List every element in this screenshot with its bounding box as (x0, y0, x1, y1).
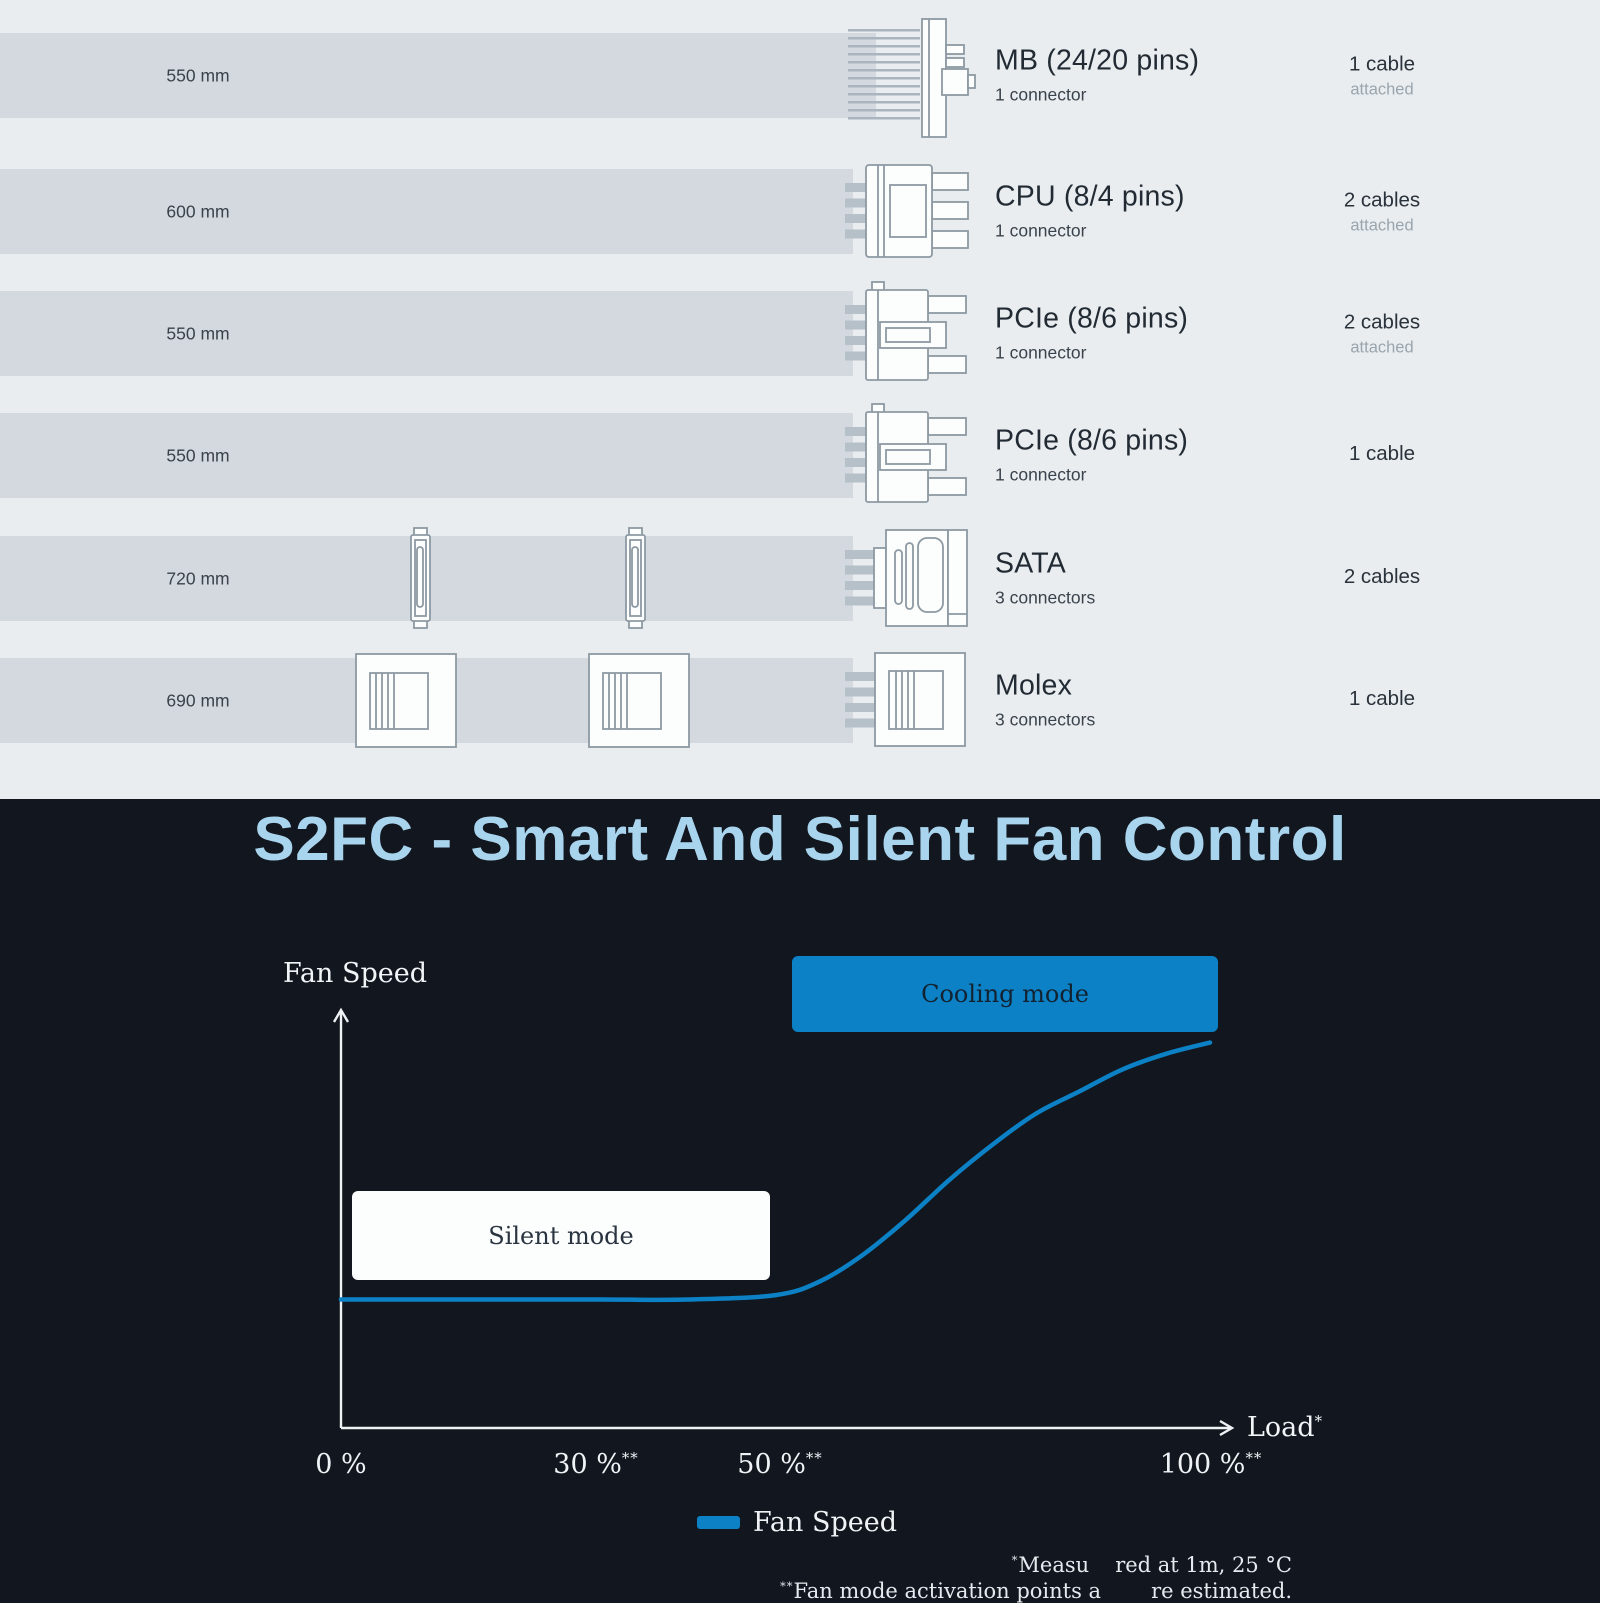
ribbon-wires (848, 29, 920, 122)
molex-connector-icon (874, 652, 966, 747)
connector-count: 3 connectors (995, 586, 1096, 607)
cable-band (0, 33, 876, 118)
cable-length: 690 mm (166, 690, 230, 710)
cable-count: 2 cables (1343, 564, 1421, 588)
cable-count: 1 cable attached (1348, 52, 1416, 98)
connector-type: PCIe (8/6 pins) (995, 301, 1189, 334)
cable-band (0, 413, 853, 498)
cable-section: 550 mm MB (24/20 pins) 1 connector 1 cab… (0, 0, 1600, 799)
connector-info: Molex 3 connectors (995, 669, 1095, 730)
silent-mode-box: Silent mode (352, 1191, 770, 1280)
connector-count: 3 connectors (995, 708, 1096, 729)
molex-inline-connector-icon (588, 653, 690, 748)
connector-info: PCIe (8/6 pins) 1 connector (995, 424, 1188, 485)
cable-length: 550 mm (166, 323, 230, 343)
sata-inline-connector-icon (410, 527, 431, 629)
cable-count: 1 cable (1348, 686, 1416, 710)
sata-connector-icon (873, 529, 968, 627)
cable-length: 550 mm (166, 445, 230, 465)
connector-count: 1 connector (995, 219, 1087, 240)
footnote-measured: *Measu red at 1m, 25 °C (1011, 1553, 1292, 1577)
legend-swatch (697, 1516, 740, 1529)
cable-band (0, 169, 853, 254)
molex-inline-connector-icon (355, 653, 457, 748)
sata-inline-connector-icon (625, 527, 646, 629)
mb-connector-icon (921, 18, 976, 138)
connector-info: SATA 3 connectors (995, 547, 1095, 608)
cable-row-mb: 550 mm MB (24/20 pins) 1 connector 1 cab… (0, 18, 1600, 138)
connector-type: MB (24/20 pins) (995, 43, 1200, 76)
x-tick-50: 50 %** (737, 1449, 823, 1480)
connector-info: PCIe (8/6 pins) 1 connector (995, 302, 1188, 363)
cooling-mode-box: Cooling mode (792, 956, 1218, 1032)
cable-row-cpu: 600 mm CPU (8/4 pins) 1 connector 2 cab (0, 164, 1600, 258)
pcie-connector-icon (865, 281, 967, 381)
cable-count: 2 cables attached (1343, 188, 1421, 234)
footnote-estimated: **Fan mode activation points a re estimat… (780, 1579, 1292, 1603)
x-tick-0: 0 % (315, 1449, 367, 1480)
cable-row-sata: 720 mm (0, 527, 1600, 629)
connector-count: 1 connector (995, 83, 1087, 104)
connector-info: CPU (8/4 pins) 1 connector (995, 180, 1185, 241)
cable-row-pcie-2: 550 mm PCIe (8/6 pins) 1 connector 1 ca (0, 403, 1600, 503)
cable-length: 550 mm (166, 65, 230, 85)
legend-label: Fan Speed (753, 1507, 897, 1538)
cable-band (0, 291, 853, 376)
cable-row-molex: 690 mm (0, 652, 1600, 748)
cable-count: 2 cables attached (1343, 310, 1421, 356)
cable-length: 600 mm (166, 201, 230, 221)
cable-length: 720 mm (166, 568, 230, 588)
pcie-connector-icon (865, 403, 967, 503)
x-tick-100: 100 %** (1159, 1449, 1263, 1480)
connector-type: CPU (8/4 pins) (995, 179, 1185, 212)
x-axis-arrow-icon (1219, 1419, 1235, 1437)
connector-info: MB (24/20 pins) 1 connector (995, 44, 1199, 105)
cable-row-pcie-1: 550 mm PCIe (8/6 pins) 1 connector 2 ca (0, 281, 1600, 381)
connector-type: Molex (995, 668, 1073, 701)
x-axis-label: Load* (1247, 1412, 1323, 1443)
connector-count: 1 connector (995, 463, 1087, 484)
cpu-connector-icon (865, 164, 969, 258)
connector-count: 1 connector (995, 341, 1087, 362)
connector-type: SATA (995, 546, 1067, 579)
y-axis-arrow-icon (332, 1007, 350, 1023)
cable-count: 1 cable (1348, 441, 1416, 465)
y-axis-label: Fan Speed (283, 958, 427, 989)
page-title: S2FC - Smart And Silent Fan Control (253, 805, 1347, 874)
x-tick-30: 30 %** (553, 1449, 639, 1480)
connector-type: PCIe (8/6 pins) (995, 423, 1189, 456)
